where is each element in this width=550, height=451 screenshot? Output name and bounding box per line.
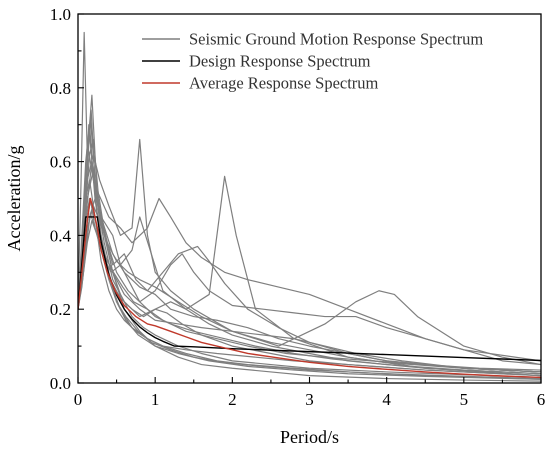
x-tick-label: 2: [228, 390, 237, 409]
x-tick-label: 6: [537, 390, 546, 409]
y-tick-label: 0.8: [50, 79, 71, 98]
y-tick-label: 0.6: [50, 153, 71, 172]
y-tick-label: 1.0: [50, 5, 71, 24]
x-tick-label: 4: [382, 390, 391, 409]
ground-motion-series-line-7: [78, 116, 541, 375]
ground-motion-series-line-13: [78, 212, 541, 380]
ground-motion-series-line-3: [78, 190, 541, 362]
y-tick-label: 0.2: [50, 300, 71, 319]
ground-motion-series-line-5: [78, 161, 541, 366]
x-tick-label: 5: [460, 390, 469, 409]
y-tick-label: 0.4: [50, 226, 72, 245]
axis-ticks: [77, 13, 542, 384]
y-axis-title: Acceleration/g: [4, 146, 24, 252]
ground-motion-series-line-6: [78, 142, 541, 373]
legend-label-1: Design Response Spectrum: [189, 52, 371, 71]
y-tick-label: 0.0: [50, 374, 71, 393]
x-tick-label: 3: [305, 390, 314, 409]
legend-label-0: Seismic Ground Motion Response Spectrum: [189, 30, 483, 49]
x-axis-title: Period/s: [280, 427, 339, 447]
x-tick-label: 1: [151, 390, 160, 409]
legend-label-2: Average Response Spectrum: [189, 74, 379, 93]
ground-motion-series-line-16: [78, 124, 541, 377]
series-layer: [78, 31, 541, 382]
axis-tick-labels: 0 1 2 3 4 5 6 0.0 0.2 0.4 0.6 0.8 1.0: [50, 5, 546, 409]
legend: Seismic Ground Motion Response Spectrum D…: [142, 30, 483, 93]
ground-motion-series-line-17: [78, 197, 541, 371]
ground-motion-series-line-2: [78, 138, 541, 366]
average-series-line-19: [78, 197, 541, 379]
ground-motion-series-line-11: [78, 138, 541, 379]
design-series-line-18: [78, 216, 541, 362]
x-tick-label: 0: [74, 390, 83, 409]
